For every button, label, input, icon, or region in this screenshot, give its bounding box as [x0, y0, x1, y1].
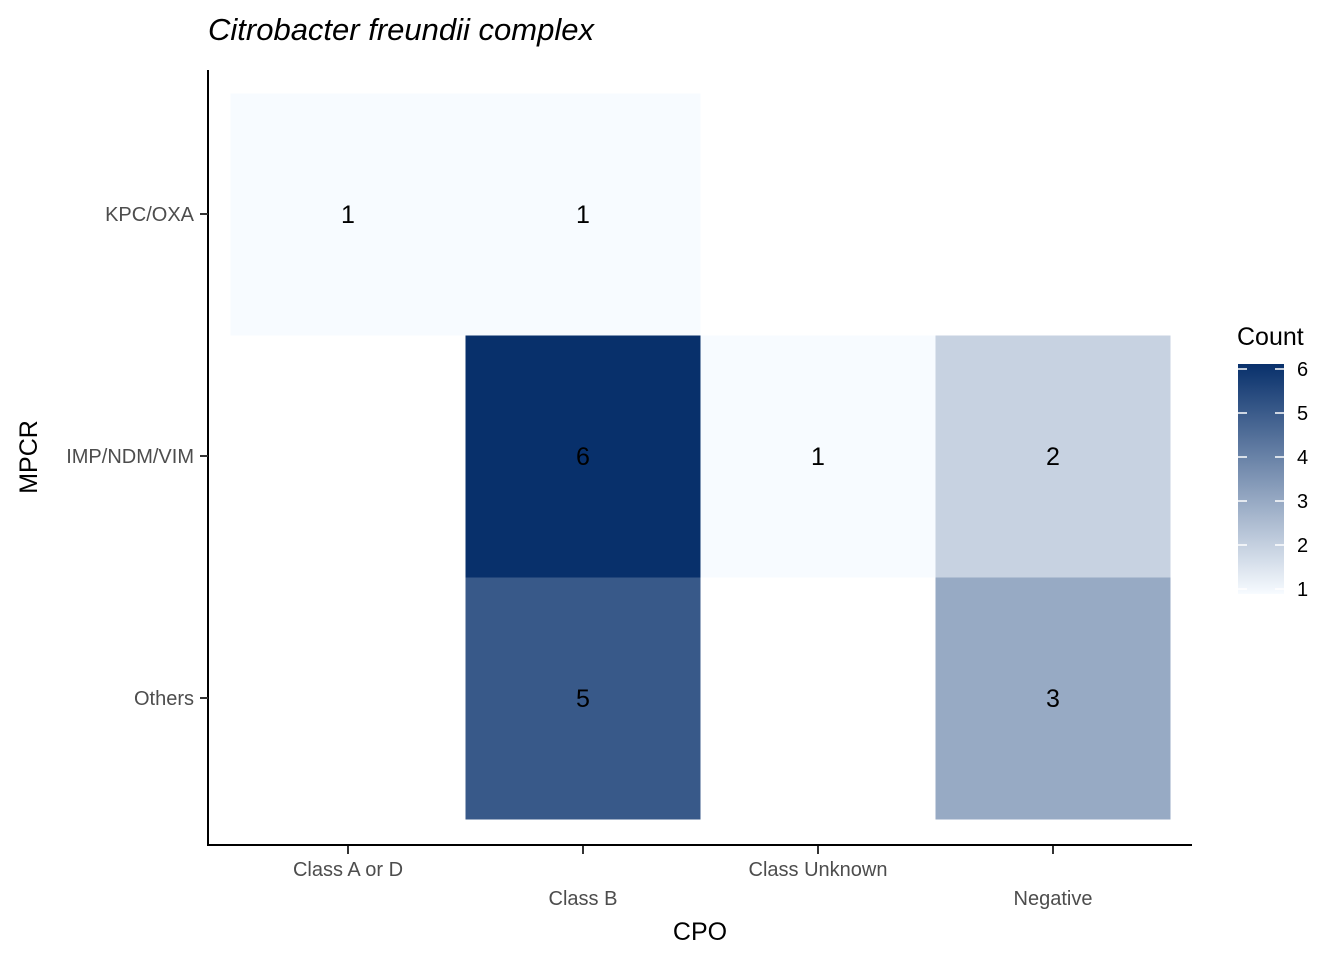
cell-value-label: 5: [576, 685, 590, 713]
cell-value-label: 1: [811, 443, 825, 471]
cell-value-label: 1: [341, 201, 355, 229]
legend-tick-label: 3: [1297, 491, 1308, 513]
color-legend: Count 1 2 3 4 5 6: [1237, 323, 1308, 601]
y-axis-ticks: KPC/OXA IMP/NDM/VIM Others: [66, 204, 208, 710]
x-tick-label: Class B: [549, 888, 618, 910]
heatmap-cell-class-b-others: [465, 577, 701, 820]
heatmap-cell-class-a-or-d-kpc-oxa: [230, 93, 466, 336]
x-axis-title: CPO: [673, 918, 727, 946]
heatmap-cell-class-unknown-imp-ndm-vim: [700, 335, 936, 578]
cell-value-labels: 1 16 1 25 3: [341, 201, 1060, 713]
legend-title: Count: [1237, 323, 1304, 351]
x-tick-label: Class Unknown: [749, 859, 888, 881]
x-axis-ticks: Class A or D Class B Class Unknown Negative: [293, 846, 1092, 910]
legend-tick-label: 5: [1297, 403, 1308, 425]
legend-tick-label: 2: [1297, 535, 1308, 557]
heatmap-cell-class-b-kpc-oxa: [465, 93, 701, 336]
cell-value-label: 3: [1046, 685, 1060, 713]
heatmap-cells: [230, 93, 1171, 820]
legend-tick-label: 4: [1297, 447, 1308, 469]
x-tick-label: Negative: [1014, 888, 1093, 910]
heatmap-cell-negative-imp-ndm-vim: [935, 335, 1171, 578]
legend-tick-label: 1: [1297, 579, 1308, 601]
x-tick-label: Class A or D: [293, 859, 403, 881]
heatmap-cell-class-b-imp-ndm-vim: [465, 335, 701, 578]
cell-value-label: 6: [576, 443, 590, 471]
y-tick-label: KPC/OXA: [105, 204, 195, 226]
cell-value-label: 2: [1046, 443, 1060, 471]
cell-value-label: 1: [576, 201, 590, 229]
y-axis-title: MPCR: [15, 420, 43, 494]
heatmap-cell-negative-others: [935, 577, 1171, 820]
legend-colorbar: [1238, 364, 1284, 594]
y-tick-label: IMP/NDM/VIM: [66, 446, 194, 468]
chart-title: Citrobacter freundii complex: [208, 12, 595, 47]
legend-ticks: 1 2 3 4 5 6: [1238, 359, 1308, 601]
y-tick-label: Others: [134, 688, 194, 710]
legend-tick-label: 6: [1297, 359, 1308, 381]
